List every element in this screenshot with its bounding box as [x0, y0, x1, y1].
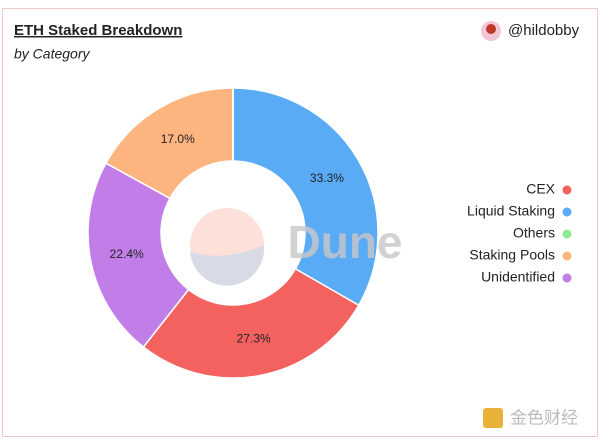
- legend-swatch: [562, 207, 572, 217]
- slice: [104, 87, 234, 200]
- legend-label: Others: [513, 225, 555, 241]
- legend-swatch: [562, 273, 572, 283]
- legend-label: CEX: [526, 181, 555, 197]
- slice-label: 33.3%: [310, 171, 344, 185]
- slice-label: 22.4%: [110, 247, 144, 261]
- slice-label: 27.3%: [237, 332, 271, 346]
- footer-watermark: 金色财经: [510, 408, 578, 427]
- slice: [87, 162, 190, 349]
- legend-swatch: [562, 185, 572, 195]
- legend: CEX Liquid Staking Others Staking Pools Unid…: [467, 181, 572, 285]
- legend-label: Unidentified: [481, 269, 555, 285]
- footer-logo: [483, 408, 503, 428]
- legend-label: Staking Pools: [469, 247, 555, 263]
- legend-swatch: [562, 251, 572, 261]
- dune-logo-shade: [190, 245, 265, 286]
- legend-swatch: [562, 229, 572, 239]
- watermark: Dune: [288, 216, 403, 268]
- avatar-face: [486, 24, 496, 34]
- slice: [142, 267, 360, 379]
- legend-label: Liquid Staking: [467, 203, 555, 219]
- author: @hildobby: [508, 22, 580, 39]
- chart-subtitle: by Category: [14, 46, 90, 62]
- chart-title: ETH Staked Breakdown: [14, 22, 182, 39]
- slice: [232, 87, 379, 307]
- slice-label: 17.0%: [161, 132, 195, 146]
- donut: 33.3% 27.3% 22.4% 17.0%: [87, 87, 379, 379]
